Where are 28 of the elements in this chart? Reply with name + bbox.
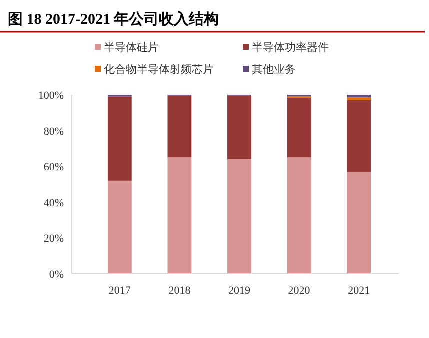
y-tick-label: 40% xyxy=(44,197,64,210)
bar xyxy=(347,172,372,274)
bar xyxy=(347,100,372,172)
bar xyxy=(228,96,252,160)
y-tick-label: 0% xyxy=(49,269,64,281)
legend-label: 半导体功率器件 xyxy=(252,41,329,54)
bar xyxy=(347,95,372,98)
bar xyxy=(287,98,312,158)
bar xyxy=(228,159,252,274)
bar xyxy=(168,158,192,274)
legend-label: 化合物半导体射频芯片 xyxy=(104,63,214,76)
x-tick-label: 2018 xyxy=(168,285,192,297)
x-tick-label: 2020 xyxy=(288,285,311,297)
bar xyxy=(287,158,312,274)
bar xyxy=(108,180,132,274)
x-tick-label: 2017 xyxy=(108,285,132,297)
y-tick-label: 100% xyxy=(38,90,64,102)
y-tick-label: 60% xyxy=(44,162,64,174)
legend-label: 其他业务 xyxy=(252,63,296,76)
y-tick-label: 20% xyxy=(44,233,64,246)
legend-label: 半导体硅片 xyxy=(104,41,159,54)
x-tick-label: 2019 xyxy=(228,285,251,297)
x-tick-label: 2021 xyxy=(348,285,370,297)
bar xyxy=(347,98,372,100)
bar xyxy=(108,96,132,181)
y-tick-label: 80% xyxy=(44,126,64,138)
chart-title: 图 18 2017-2021 年公司收入结构 xyxy=(8,11,220,28)
bar xyxy=(168,96,192,158)
